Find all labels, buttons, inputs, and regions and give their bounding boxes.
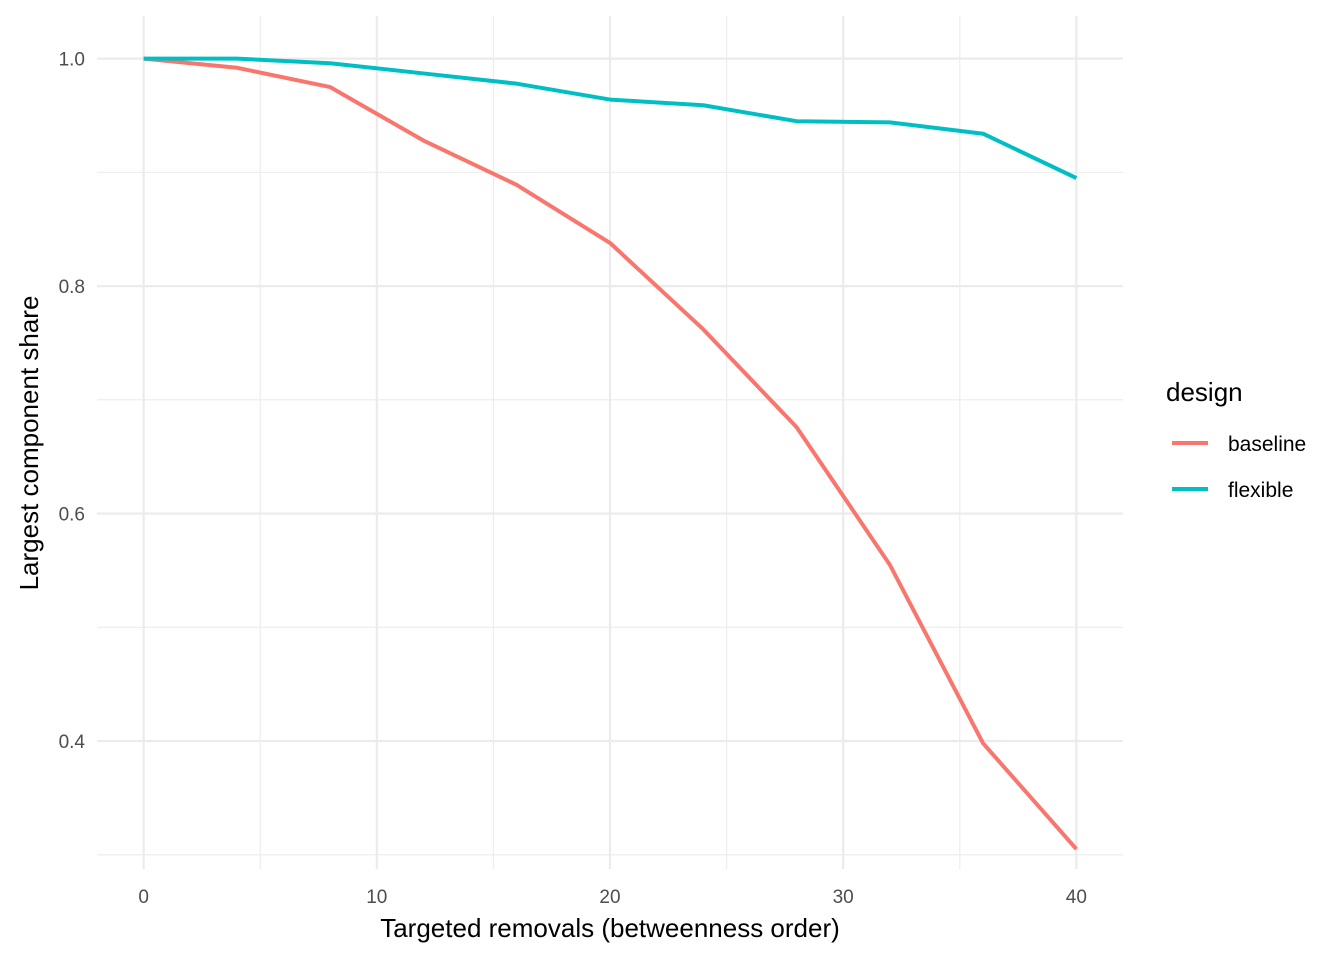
x-axis-ticks: 0 10 20 30 40 [138, 887, 1087, 908]
legend-items: baseline flexible [1172, 433, 1306, 502]
y-axis-ticks: 0.4 0.6 0.8 1.0 [59, 50, 86, 753]
y-axis-title: Largest component share [14, 296, 44, 591]
grid [97, 16, 1123, 869]
y-tick-label: 0.6 [59, 505, 85, 526]
x-tick-label: 10 [366, 887, 387, 908]
y-tick-label: 1.0 [59, 50, 85, 71]
y-tick-label: 0.4 [59, 732, 86, 753]
series-lines [143, 56, 1078, 851]
x-tick-label: 40 [1066, 887, 1087, 908]
legend-label-baseline: baseline [1228, 433, 1306, 456]
x-tick-label: 20 [599, 887, 620, 908]
x-axis-title: Targeted removals (betweenness order) [380, 913, 840, 943]
legend-title: design [1166, 377, 1243, 407]
x-tick-label: 0 [138, 887, 149, 908]
series-line-flexible [143, 56, 1078, 180]
x-tick-label: 30 [833, 887, 854, 908]
legend-label-flexible: flexible [1228, 479, 1293, 502]
legend: design baseline flexible [1166, 377, 1306, 502]
series-line-baseline [143, 56, 1078, 851]
y-tick-label: 0.8 [59, 277, 85, 298]
